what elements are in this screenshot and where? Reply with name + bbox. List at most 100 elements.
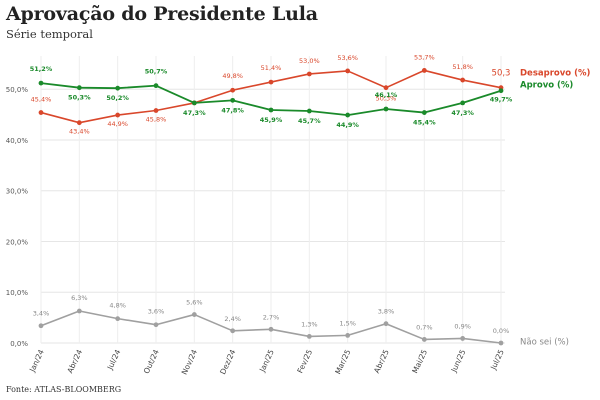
data-label: 49,7% (490, 96, 513, 104)
data-label: 50,2% (106, 94, 129, 102)
data-point (383, 106, 389, 112)
data-point (76, 120, 82, 126)
data-label: 45,9% (260, 116, 283, 124)
x-tick-label: Jul/25 (488, 348, 506, 372)
data-label: 0,7% (416, 323, 433, 331)
data-label: 53,6% (337, 54, 358, 62)
data-label: 50,3% (376, 95, 397, 103)
x-tick-label: Jul/24 (105, 348, 123, 372)
data-label: 2,4% (224, 315, 241, 323)
data-point (115, 316, 121, 322)
y-tick-label: 0,0% (10, 340, 28, 348)
data-label: 2,7% (263, 313, 280, 321)
data-label: 3,6% (148, 308, 165, 316)
data-label: 0,9% (454, 322, 471, 330)
data-point (345, 68, 351, 74)
chart-subtitle: Série temporal (6, 27, 93, 41)
x-tick-label: Nov/24 (180, 348, 200, 376)
data-point (230, 97, 236, 103)
data-label: 45,4% (31, 96, 52, 104)
data-point (268, 107, 274, 113)
data-point (76, 308, 82, 314)
chart-title: Aprovação do Presidente Lula (6, 3, 318, 25)
data-label: 1,3% (301, 320, 318, 328)
x-tick-label: Fev/25 (295, 348, 314, 375)
data-point (153, 322, 159, 328)
data-point (115, 85, 121, 91)
data-point (460, 77, 466, 83)
x-tick-label: Jan/24 (27, 348, 46, 374)
data-point (38, 80, 44, 86)
x-tick-label: Out/24 (142, 348, 161, 375)
data-point (306, 71, 312, 77)
data-point (383, 85, 389, 91)
legend-label: Desaprovo (%) (520, 69, 590, 79)
data-label: 50,3% (68, 94, 91, 102)
data-label: 44,9% (107, 120, 128, 128)
data-point (268, 326, 274, 332)
data-point (345, 332, 351, 338)
x-tick-label: Abr/24 (65, 348, 84, 375)
data-point (421, 68, 427, 73)
data-label: 45,7% (298, 117, 321, 125)
data-label: 3,8% (378, 308, 395, 316)
source-note: Fonte: ATLAS-BLOOMBERG (6, 385, 122, 394)
data-label: 43,4% (69, 128, 90, 136)
data-label: 53,0% (299, 57, 320, 65)
data-point (306, 108, 312, 114)
data-label: 50,7% (145, 68, 168, 76)
y-tick-label: 30,0% (6, 188, 29, 196)
x-tick-label: Dez/24 (218, 348, 237, 376)
data-point (76, 85, 82, 91)
data-label: 45,8% (146, 116, 167, 124)
data-point (345, 112, 351, 118)
x-tick-label: Jun/25 (449, 348, 468, 374)
data-label: 0,0% (493, 327, 510, 335)
data-point (153, 108, 159, 113)
data-label: 4,8% (109, 302, 126, 310)
y-tick-label: 40,0% (6, 137, 29, 145)
x-tick-label: Jan/25 (257, 348, 276, 374)
data-point (115, 112, 121, 118)
data-label: 49,8% (222, 72, 243, 80)
data-label: 46,1% (375, 91, 398, 99)
data-point (498, 340, 504, 346)
data-label: 1,5% (339, 319, 356, 327)
data-point (460, 336, 466, 341)
legend-label: Aprovo (%) (520, 81, 573, 91)
y-tick-label: 20,0% (6, 238, 29, 246)
data-label: 47,3% (183, 109, 206, 117)
data-point (421, 337, 427, 342)
data-point (230, 87, 236, 93)
legend-label: Não sei (%) (520, 338, 569, 348)
data-label: 51,2% (30, 65, 53, 73)
data-label: 51,8% (452, 63, 473, 71)
y-tick-label: 10,0% (6, 289, 29, 297)
data-point (230, 328, 236, 334)
data-label: 44,9% (336, 121, 359, 129)
data-label: 3,4% (33, 310, 50, 318)
data-label: 5,6% (186, 299, 203, 307)
data-label: 6,3% (71, 294, 88, 302)
data-point (460, 100, 466, 106)
data-label: 45,4% (413, 119, 436, 127)
data-label: 51,4% (261, 64, 282, 72)
data-label: 50,3 (492, 69, 511, 79)
data-point (38, 110, 44, 115)
data-point (191, 312, 197, 317)
data-label: 47,8% (221, 106, 244, 114)
y-tick-label: 50,0% (6, 86, 29, 94)
data-point (191, 100, 197, 106)
x-tick-label: Mar/25 (333, 348, 352, 376)
data-point (268, 79, 274, 85)
x-tick-label: Mai/25 (410, 348, 429, 375)
data-label: 53,7% (414, 53, 435, 61)
data-point (306, 334, 312, 339)
data-point (498, 88, 504, 94)
data-label: 47,3% (451, 109, 474, 117)
data-point (383, 321, 389, 327)
x-tick-label: Abr/25 (372, 348, 391, 375)
data-point (153, 83, 159, 89)
data-point (421, 110, 427, 115)
